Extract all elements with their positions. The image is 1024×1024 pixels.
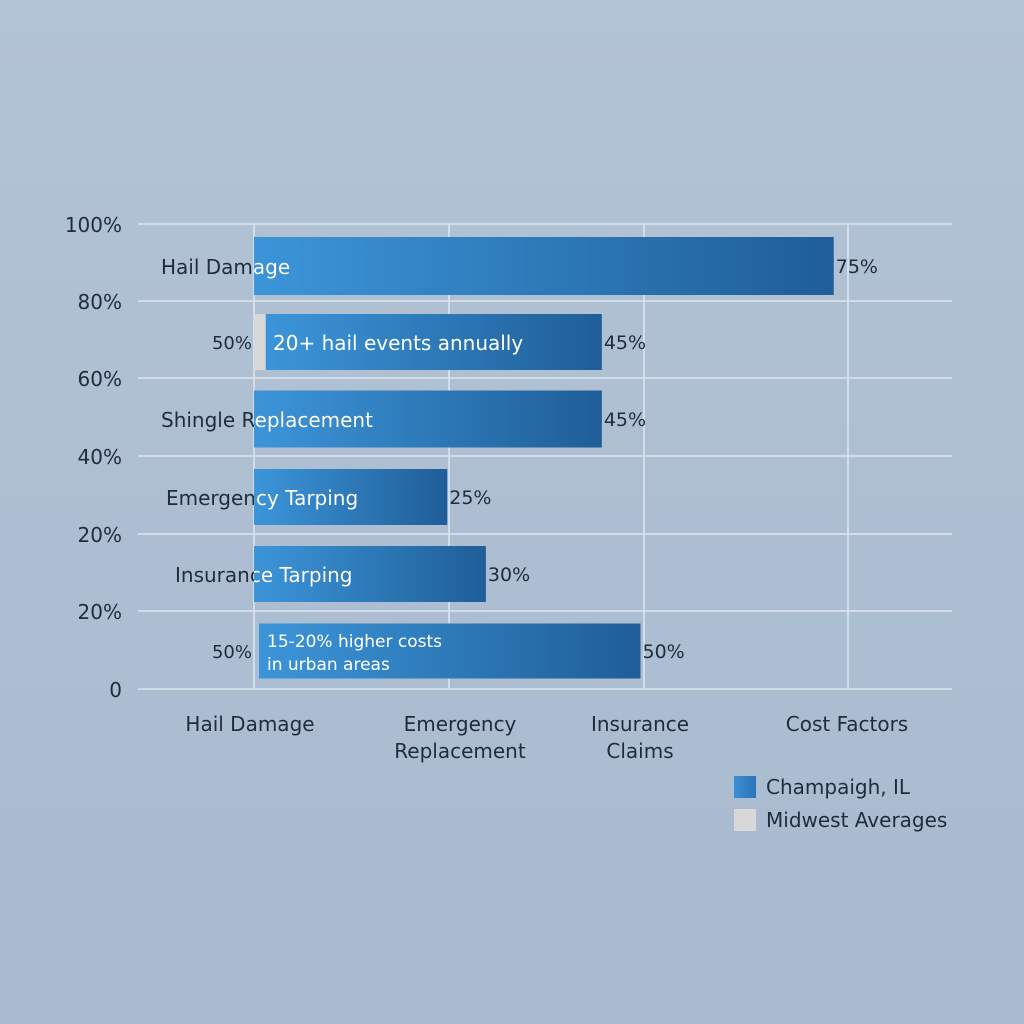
legend-item-midwest: Midwest Averages <box>734 805 984 835</box>
bar-left-label: 50% <box>212 333 252 354</box>
bar-value-label: 50% <box>643 641 685 663</box>
legend-swatch-champaign <box>734 776 756 798</box>
legend: Champaigh, IL Midwest Averages <box>734 772 984 838</box>
legend-label-champaign: Champaigh, IL <box>766 775 911 799</box>
bar-midwest <box>254 314 265 370</box>
x-tick-label: Hail Damage <box>185 712 314 736</box>
y-tick-label: 40% <box>78 445 122 469</box>
bar <box>254 469 448 525</box>
bar-category-label: Hail Damage <box>161 255 290 279</box>
bar <box>254 546 486 602</box>
y-tick-label: 100% <box>65 213 122 237</box>
y-tick-label: 20% <box>78 600 122 624</box>
bar-category-label: 20+ hail events annually <box>273 331 523 355</box>
bar-value-label: 25% <box>449 487 491 509</box>
bar-value-label: 30% <box>488 564 530 586</box>
bar <box>266 314 602 370</box>
bar-category-label: Emergency Tarping <box>166 486 358 510</box>
y-tick-label: 60% <box>78 367 122 391</box>
legend-item-champaign: Champaigh, IL <box>734 772 984 802</box>
bar-left-label: 50% <box>212 642 252 663</box>
bar-category-label-inside: Shingle Replacement <box>161 408 373 432</box>
x-tick-label: Cost Factors <box>786 712 908 736</box>
bar <box>259 623 641 679</box>
bar <box>254 237 834 295</box>
legend-label-midwest: Midwest Averages <box>766 808 948 832</box>
bar-category-label: 15-20% higher costs in urban areas <box>267 632 442 675</box>
y-tick-label: 20% <box>78 523 122 547</box>
bar-category-label: Insurance Tarping <box>175 563 353 587</box>
bar-category-label: Shingle Replacement <box>161 408 373 432</box>
bar-category-label-inside: Insurance Tarping <box>175 563 353 587</box>
bar-category-label-inside: Hail Damage <box>161 255 290 279</box>
bar <box>254 390 602 448</box>
bar-value-label: 75% <box>836 256 878 278</box>
legend-swatch-midwest <box>734 809 756 831</box>
bar-value-label: 45% <box>604 332 646 354</box>
bar-value-label: 45% <box>604 409 646 431</box>
y-tick-label: 0 <box>109 678 122 702</box>
y-tick-label: 80% <box>78 290 122 314</box>
bar-category-label-inside: Emergency Tarping <box>166 486 358 510</box>
x-tick-label: Insurance Claims <box>591 712 689 763</box>
x-tick-label: Emergency Replacement <box>394 712 526 763</box>
